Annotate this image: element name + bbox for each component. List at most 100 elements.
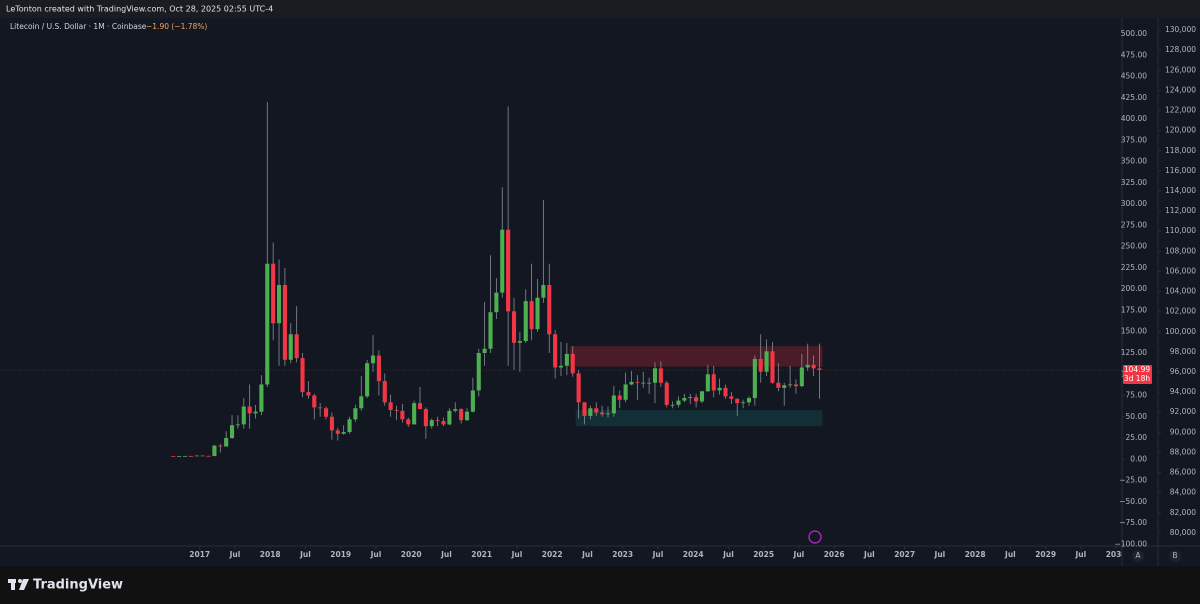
axis-button-label[interactable]: B <box>1172 551 1177 560</box>
x-tick-label: Jul <box>511 550 523 559</box>
candle-body <box>453 409 458 411</box>
x-tick-label: 2019 <box>330 550 351 559</box>
chart-background <box>0 18 1200 566</box>
y-tick-label: 400.00 <box>1121 114 1147 123</box>
candle-body <box>711 374 716 391</box>
x-tick-label: 2021 <box>471 550 492 559</box>
candle-body <box>517 341 522 343</box>
y-tick-label: 125.00 <box>1121 348 1147 357</box>
candle-body <box>506 229 511 312</box>
candle-body <box>664 382 669 405</box>
x-tick-label: 2022 <box>542 550 563 559</box>
candle-body <box>729 396 734 399</box>
y2-tick-label: 108,000 <box>1165 246 1196 255</box>
candle-body <box>658 368 663 383</box>
y-tick-label: 200.00 <box>1121 284 1147 293</box>
candle-body <box>576 373 581 403</box>
candle-body <box>635 381 640 383</box>
axis-button[interactable] <box>1132 550 1144 562</box>
candle-body <box>541 284 546 298</box>
x-tick-label: 2025 <box>753 550 774 559</box>
candle-body <box>811 364 816 369</box>
y-tick-label: 300.00 <box>1121 199 1147 208</box>
candle-body <box>253 411 258 414</box>
x-tick-label: 2029 <box>1035 550 1056 559</box>
price-change: −1.90 (−1.78%) <box>146 22 207 31</box>
candle-body <box>741 402 746 404</box>
logo-dot <box>18 579 22 583</box>
candle-body <box>200 455 205 457</box>
candle-body <box>817 368 822 371</box>
y2-tick-label: 126,000 <box>1165 65 1196 74</box>
zone <box>575 409 823 427</box>
event-icon[interactable] <box>808 530 822 544</box>
x-tick-label: 2027 <box>894 550 915 559</box>
candle-body <box>182 455 188 457</box>
top-bar <box>0 0 1200 18</box>
y-tick-label: 325.00 <box>1121 178 1147 187</box>
zone <box>569 346 823 367</box>
y-tick-label: 0.00 <box>1130 454 1147 463</box>
y-tick-label: 75.00 <box>1126 391 1148 400</box>
candle-body <box>511 311 517 343</box>
candle-body <box>746 398 752 403</box>
x-tick-label: 2018 <box>260 550 281 559</box>
y2-tick-label: 94,000 <box>1170 387 1196 396</box>
candle-body <box>370 355 376 364</box>
candle-body <box>476 352 481 391</box>
candle-body <box>582 402 587 416</box>
candle-body <box>435 420 440 422</box>
y-tick-label: −75.00 <box>1119 518 1147 527</box>
y2-tick-label: 120,000 <box>1165 126 1196 135</box>
x-tick-label: 2024 <box>683 550 704 559</box>
x-tick-label: 2030 <box>1106 550 1127 559</box>
candle-body <box>429 420 434 427</box>
axis-button[interactable] <box>1169 550 1181 562</box>
candle-body <box>752 358 757 399</box>
candle-body <box>764 351 769 372</box>
logo <box>8 579 29 590</box>
candle-body <box>682 398 687 401</box>
candle-body <box>447 410 452 425</box>
candle-body <box>194 455 199 457</box>
y-tick-label: −100.00 <box>1114 539 1147 548</box>
candle-body <box>376 355 381 382</box>
x-tick-label: Jul <box>722 550 734 559</box>
axis-button-label[interactable]: A <box>1135 551 1141 560</box>
candle-body <box>406 419 411 425</box>
candle-body <box>482 348 487 353</box>
y2-tick-label: 98,000 <box>1170 347 1196 356</box>
y2-tick-label: 110,000 <box>1165 226 1196 235</box>
candle-body <box>259 384 264 412</box>
candle-body <box>359 396 364 409</box>
x-tick-label: Jul <box>793 550 805 559</box>
brand: TradingView <box>33 578 123 593</box>
candle-body <box>188 455 193 457</box>
y2-tick-label: 130,000 <box>1165 25 1196 34</box>
y2-tick-label: 80,000 <box>1170 528 1196 537</box>
candle-body <box>400 410 405 420</box>
y-tick-label: −25.00 <box>1119 476 1147 485</box>
candle-body <box>206 455 211 457</box>
candle-body <box>347 419 352 433</box>
candle-body <box>570 353 575 374</box>
x-tick-label: Jul <box>934 550 946 559</box>
candle-body <box>647 382 652 384</box>
x-tick-label: Jul <box>863 550 875 559</box>
plot: 2017 Jul 2018 Jul 2019 Jul 2020 Jul 2021 Jul 2022 J… <box>0 102 1127 559</box>
candle-body <box>523 301 528 342</box>
x-tick-label: 2028 <box>965 550 986 559</box>
symbol-title: Litecoin / U.S. Dollar · 1M · Coinbase <box>10 22 147 31</box>
y2-tick-label: 124,000 <box>1165 85 1196 94</box>
y2-tick-label: 106,000 <box>1165 266 1196 275</box>
candle-body <box>224 438 229 447</box>
candle-body <box>694 397 699 402</box>
candle-body <box>394 409 399 411</box>
candle-body <box>547 284 552 335</box>
candle-body <box>417 403 423 410</box>
candle-body <box>441 421 446 425</box>
last-price-box <box>1123 365 1152 385</box>
candle-body <box>276 284 282 324</box>
last-price-label: 104.99 <box>1124 365 1150 374</box>
